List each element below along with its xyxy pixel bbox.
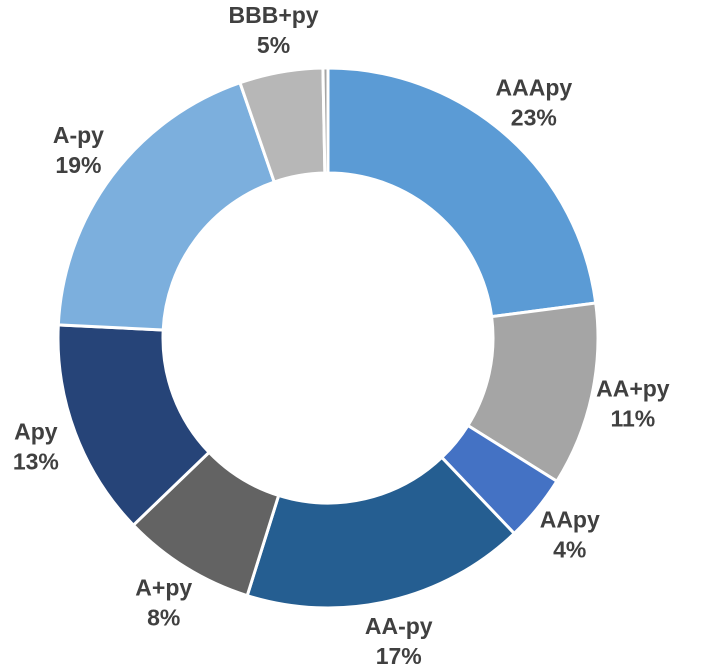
- donut-slice: [321, 66, 330, 175]
- slice-value-label: 19%: [55, 152, 101, 178]
- slice-value-label: 23%: [511, 105, 557, 131]
- slice-label: Apy: [14, 419, 58, 445]
- slice-label: A-py: [53, 122, 104, 148]
- donut-slice: [326, 66, 598, 319]
- slice-label: AAApy: [495, 75, 572, 101]
- slice-label: BBB+py: [228, 2, 318, 28]
- slice-value-label: 13%: [13, 449, 59, 475]
- slice-value-label: 11%: [610, 406, 655, 432]
- slice-label: AA-py: [365, 613, 433, 639]
- slice-value-label: 5%: [257, 32, 290, 58]
- slice-label: AA+py: [596, 376, 670, 402]
- donut-slice: [56, 80, 277, 332]
- slice-value-label: 8%: [147, 604, 180, 630]
- slice-label: AApy: [540, 506, 600, 532]
- slice-label: A+py: [135, 574, 192, 600]
- slice-value-label: 4%: [553, 536, 586, 562]
- slice-value-label: 17%: [376, 643, 422, 668]
